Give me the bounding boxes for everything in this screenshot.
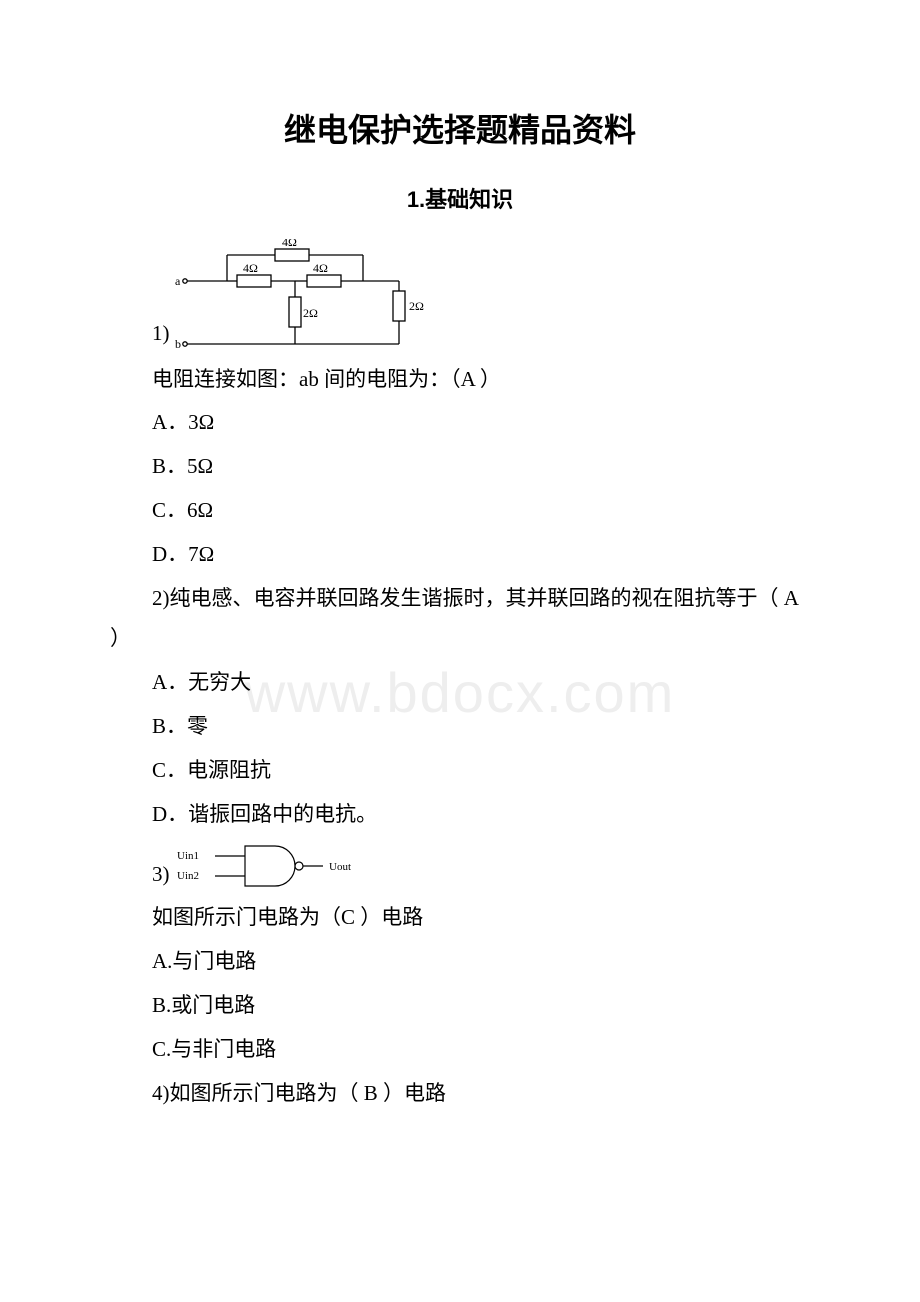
q1-option-b-letter: B． — [152, 454, 187, 478]
svg-text:2Ω: 2Ω — [409, 299, 424, 313]
q3-option-a: A.与门电路 — [110, 942, 810, 982]
svg-text:b: b — [175, 337, 181, 351]
q1-option-c-letter: C． — [152, 498, 187, 522]
q3-text: 如图所示门电路为（C ）电路 — [110, 898, 810, 938]
q2-option-d-text: 谐振回路中的电抗。 — [188, 802, 377, 826]
q1-prefix: 1) — [110, 314, 167, 354]
q2-option-a-text: 无穷大 — [188, 670, 251, 694]
q2-text: 2)纯电感、电容并联回路发生谐振时，其并联回路的视在阻抗等于（ A ） — [110, 579, 810, 659]
nand-gate-icon: Uin1 Uin2 Uout — [167, 838, 377, 894]
svg-text:a: a — [175, 274, 181, 288]
q2-option-a-letter: A． — [152, 670, 188, 694]
q1-option-c-text: 6Ω — [187, 498, 213, 522]
q2-option-b-text: 零 — [187, 714, 208, 738]
q1-option-a: A．3Ω — [110, 403, 810, 443]
svg-text:4Ω: 4Ω — [282, 239, 297, 249]
q3-option-b: B.或门电路 — [110, 986, 810, 1026]
svg-text:4Ω: 4Ω — [243, 261, 258, 275]
q2-option-c-text: 电源阻抗 — [187, 758, 271, 782]
q3-option-a-text: 与门电路 — [172, 949, 256, 973]
q2-option-b: B．零 — [110, 707, 810, 747]
q3-option-c-letter: C. — [152, 1037, 171, 1061]
q3-option-c: C.与非门电路 — [110, 1030, 810, 1070]
svg-text:2Ω: 2Ω — [303, 306, 318, 320]
q2-option-c: C．电源阻抗 — [110, 751, 810, 791]
resistor-circuit-icon: a b 4Ω 4Ω 2Ω — [167, 239, 447, 354]
q1-option-c: C．6Ω — [110, 491, 810, 531]
svg-text:4Ω: 4Ω — [313, 261, 328, 275]
q3-prefix: 3) — [110, 855, 167, 895]
gate-in1-label: Uin1 — [177, 850, 199, 862]
page-title: 继电保护选择题精品资料 — [110, 100, 810, 161]
q3-option-b-letter: B. — [152, 993, 171, 1017]
q1-option-b-text: 5Ω — [187, 454, 213, 478]
q3-gate-row: 3) Uin1 Uin2 Uout — [110, 838, 810, 894]
q1-circuit-row: 1) a b 4Ω 4Ω 2Ω — [110, 239, 810, 354]
q2-option-b-letter: B． — [152, 714, 187, 738]
q1-option-d: D．7Ω — [110, 535, 810, 575]
q1-option-d-text: 7Ω — [188, 542, 214, 566]
q1-option-d-letter: D． — [152, 542, 188, 566]
gate-in2-label: Uin2 — [177, 870, 199, 882]
section-subtitle: 1.基础知识 — [110, 179, 810, 221]
q3-option-c-text: 与非门电路 — [171, 1037, 276, 1061]
q2-option-c-letter: C． — [152, 758, 187, 782]
q2-option-a: A．无穷大 — [110, 663, 810, 703]
q3-option-a-letter: A. — [152, 949, 172, 973]
q4-text: 4)如图所示门电路为（ B ）电路 — [110, 1074, 810, 1114]
gate-out-label: Uout — [329, 861, 351, 873]
q3-option-b-text: 或门电路 — [171, 993, 255, 1017]
q2-option-d: D．谐振回路中的电抗。 — [110, 795, 810, 835]
q2-option-d-letter: D． — [152, 802, 188, 826]
q1-text: 电阻连接如图：ab 间的电阻为：（A ） — [110, 360, 810, 400]
q1-option-b: B．5Ω — [110, 447, 810, 487]
q1-option-a-letter: A． — [152, 410, 188, 434]
q1-option-a-text: 3Ω — [188, 410, 214, 434]
